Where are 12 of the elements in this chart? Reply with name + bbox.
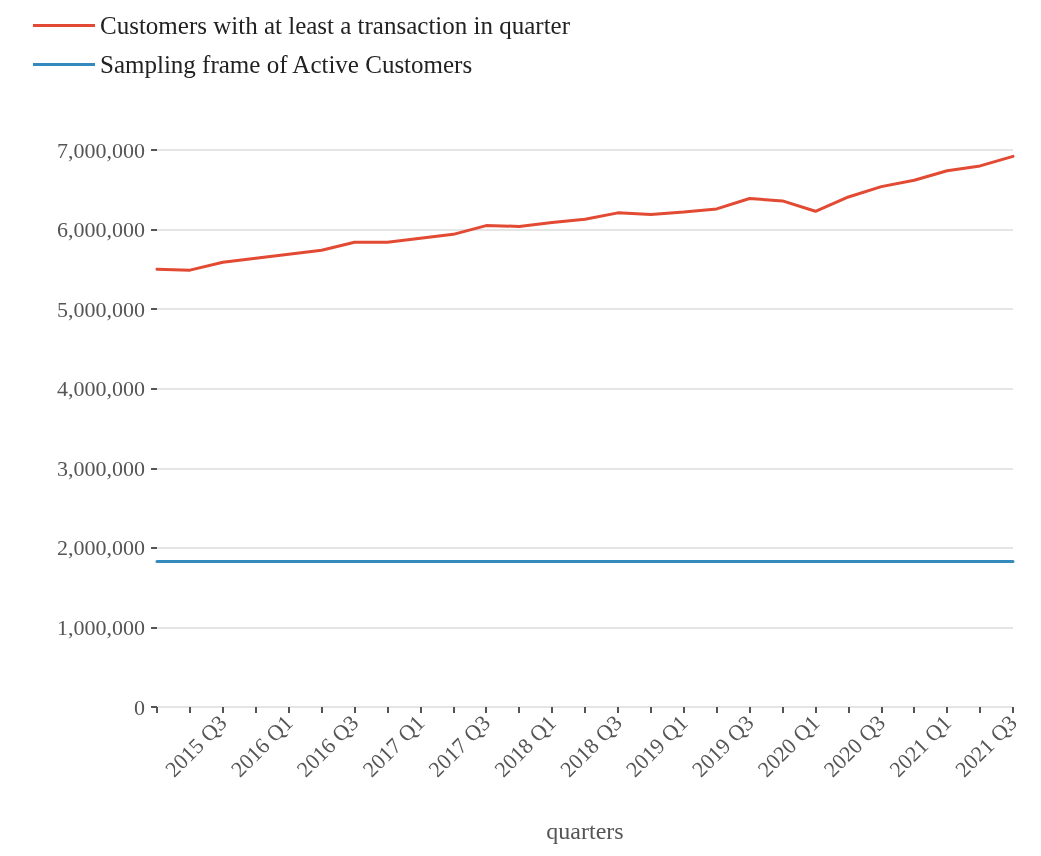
x-axis-title: quarters — [546, 818, 624, 844]
y-tick-label: 2,000,000 — [57, 535, 145, 561]
line-series — [155, 154, 1015, 272]
y-tick-label: 0 — [134, 694, 145, 720]
y-tick-label: 3,000,000 — [57, 455, 145, 481]
y-tick-label: 7,000,000 — [57, 137, 145, 163]
legend-label: Customers with at least a transaction in quarter — [100, 12, 571, 39]
y-tick-label: 1,000,000 — [57, 614, 145, 640]
y-tick-label: 6,000,000 — [57, 217, 145, 243]
legend-label: Sampling frame of Active Customers — [100, 51, 473, 78]
y-tick-label: 4,000,000 — [57, 376, 145, 402]
y-tick-label: 5,000,000 — [57, 296, 145, 322]
